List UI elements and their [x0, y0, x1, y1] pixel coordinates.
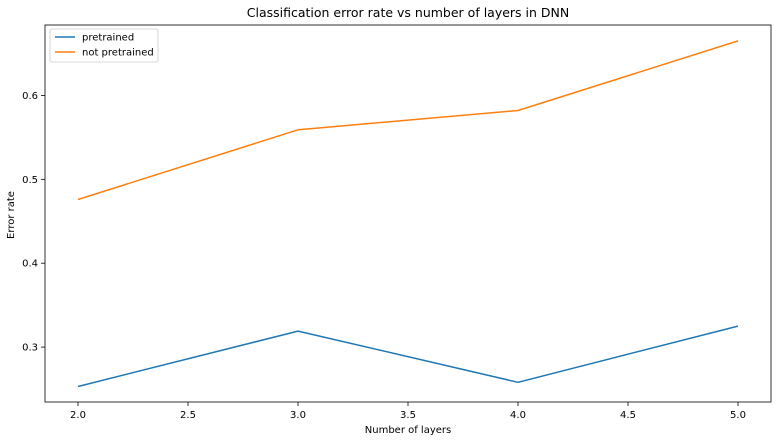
x-tick-label: 5.0: [730, 410, 746, 421]
y-tick-label: 0.5: [22, 175, 38, 186]
legend: pretrained not pretrained: [49, 28, 159, 63]
legend-label: pretrained: [82, 33, 134, 44]
y-tick-label: 0.3: [22, 343, 38, 354]
x-tick-label: 2.0: [70, 410, 86, 421]
x-axis-label: Number of layers: [365, 425, 451, 436]
plot-lines: [77, 40, 739, 388]
y-tick-label: 0.4: [22, 259, 38, 270]
series-line-0: [77, 325, 739, 388]
x-tick-label: 4.0: [510, 410, 526, 421]
plot-frame: [44, 24, 772, 403]
legend-box: [49, 28, 159, 63]
x-tick-label: 3.5: [400, 410, 416, 421]
x-tick-label: 3.0: [290, 410, 306, 421]
chart-title: Classification error rate vs number of l…: [247, 5, 570, 20]
legend-label: not pretrained: [82, 48, 154, 59]
series-line-1: [77, 40, 739, 201]
x-tick-label: 2.5: [180, 410, 196, 421]
y-tick-label: 0.6: [22, 91, 38, 102]
y-axis-label: Error rate: [6, 191, 17, 239]
axis-ticks: 2.0 2.5 3.0 3.5 4.0 4.5 5.0 0.3 0.4 0.5 0.6: [22, 91, 746, 421]
x-tick-label: 4.5: [620, 410, 636, 421]
